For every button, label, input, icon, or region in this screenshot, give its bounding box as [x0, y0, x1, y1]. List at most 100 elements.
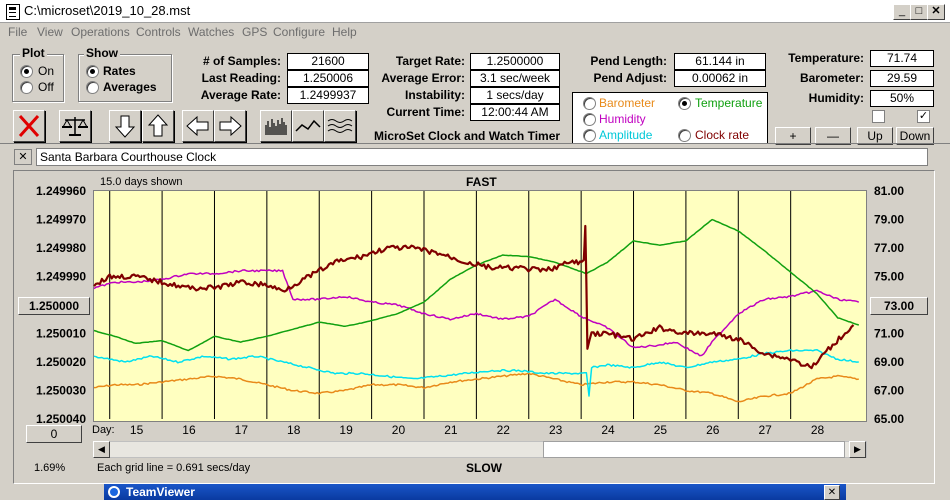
clock-name-field[interactable]: Santa Barbara Courthouse Clock: [36, 148, 928, 166]
arrow-right-button[interactable]: [214, 110, 246, 142]
balance-button[interactable]: [59, 110, 91, 142]
x-tick-label: 28: [811, 423, 825, 437]
x-tick-label: 22: [497, 423, 511, 437]
instability-value: 1 secs/day: [470, 87, 560, 104]
current-time-label: Current Time:: [386, 105, 465, 119]
arrow-left-button[interactable]: [182, 110, 214, 142]
x-tick-label: 20: [392, 423, 406, 437]
scroll-thumb[interactable]: [543, 441, 845, 458]
left-tick-label: 1.250010: [36, 327, 86, 341]
up-button[interactable]: Up: [857, 127, 893, 145]
right-tick-label: 67.00: [874, 384, 904, 398]
avg-rate-label: Average Rate:: [200, 88, 281, 102]
pend-length-value: 61.144 in: [674, 53, 766, 70]
amplitude-radio[interactable]: [583, 129, 596, 142]
right-tick-label: 77.00: [874, 241, 904, 255]
temperature-option-label: Temperature: [695, 96, 763, 110]
line-view-button[interactable]: [292, 110, 324, 142]
menu-configure[interactable]: Configure: [273, 25, 326, 39]
plot-on-radio[interactable]: [20, 65, 33, 78]
wave-view-button[interactable]: [324, 110, 356, 142]
avg-error-value: 3.1 sec/week: [470, 70, 560, 87]
days-shown-label: 15.0 days shown: [100, 176, 183, 188]
menu-gps[interactable]: GPS: [242, 25, 268, 39]
temperature-radio[interactable]: [678, 97, 691, 110]
last-reading-value: 1.250006: [287, 70, 369, 87]
chart-panel: [13, 170, 935, 484]
clock-rate-option-label: Clock rate: [695, 128, 750, 142]
teamviewer-close-button[interactable]: ✕: [824, 485, 840, 500]
teamviewer-window-bar[interactable]: TeamViewer ✕: [104, 484, 846, 500]
menu-operations[interactable]: Operations: [71, 25, 130, 39]
right-tick-label: 79.00: [874, 213, 904, 227]
x-axis-label: Day:: [92, 424, 115, 436]
grid-note: Each grid line = 0.691 secs/day: [97, 462, 251, 474]
menu-file[interactable]: File: [8, 25, 28, 39]
amplitude-option-label: Amplitude: [599, 128, 653, 142]
menu-view[interactable]: View: [37, 25, 63, 39]
window-title: C:\microset\2019_10_28.mst: [24, 3, 191, 18]
right-center-button[interactable]: 73.00: [870, 297, 928, 315]
zero-button[interactable]: 0: [26, 425, 82, 443]
clock-close-button[interactable]: ✕: [14, 149, 32, 165]
right-tick-label: 75.00: [874, 270, 904, 284]
checkbox-left[interactable]: [872, 110, 885, 123]
scroll-right-arrow-icon[interactable]: ▶: [849, 441, 866, 458]
menu-help[interactable]: Help: [332, 25, 357, 39]
app-caption: MicroSet Clock and Watch Timer: [374, 129, 561, 143]
title-bar: C:\microset\2019_10_28.mst _ □ ✕: [0, 0, 950, 23]
show-averages-radio[interactable]: [86, 81, 99, 94]
x-tick-label: 17: [235, 423, 249, 437]
left-tick-label: 1.250020: [36, 355, 86, 369]
humidity-radio[interactable]: [583, 113, 596, 126]
clear-button[interactable]: [13, 110, 45, 142]
left-tick-label: 1.249970: [36, 213, 86, 227]
plot-off-radio[interactable]: [20, 81, 33, 94]
left-tick-label: 1.250030: [36, 384, 86, 398]
line-chart-icon: [295, 119, 321, 132]
checkbox-right[interactable]: ✓: [917, 110, 930, 123]
x-tick-label: 23: [549, 423, 563, 437]
x-tick-label: 15: [130, 423, 144, 437]
scroll-left-arrow-icon[interactable]: ◀: [93, 441, 110, 458]
minus-button[interactable]: —: [815, 127, 851, 145]
humidity-label: Humidity:: [808, 91, 864, 105]
arrow-down-button[interactable]: [109, 110, 141, 142]
close-button[interactable]: ✕: [927, 4, 945, 20]
menu-bar: File View Operations Controls Watches GP…: [0, 23, 950, 41]
barometer-value: 29.59: [870, 70, 934, 87]
clock-rate-radio[interactable]: [678, 129, 691, 142]
instability-label: Instability:: [404, 88, 465, 102]
pend-adjust-value: 0.00062 in: [674, 70, 766, 87]
target-rate-value: 1.2500000: [470, 53, 560, 70]
samples-label: # of Samples:: [202, 54, 281, 68]
x-tick-label: 19: [339, 423, 353, 437]
pend-adjust-label: Pend Adjust:: [593, 71, 667, 85]
bars-view-button[interactable]: [260, 110, 292, 142]
right-tick-label: 65.00: [874, 412, 904, 426]
left-tick-label: 1.249990: [36, 270, 86, 284]
arrow-up-button[interactable]: [142, 110, 174, 142]
plus-button[interactable]: +: [775, 127, 811, 145]
down-button[interactable]: Down: [896, 127, 934, 145]
humidity-option-label: Humidity: [599, 112, 646, 126]
right-tick-label: 71.00: [874, 327, 904, 341]
arrow-down-icon: [114, 115, 136, 138]
menu-watches[interactable]: Watches: [188, 25, 235, 39]
avg-error-label: Average Error:: [381, 71, 465, 85]
barometer-option-label: Barometer: [599, 96, 656, 110]
show-rates-radio[interactable]: [86, 65, 99, 78]
left-tick-label: 1.249980: [36, 241, 86, 255]
pend-length-label: Pend Length:: [590, 54, 667, 68]
arrow-left-icon: [186, 115, 209, 137]
barometer-label: Barometer:: [799, 71, 864, 85]
last-reading-label: Last Reading:: [201, 71, 281, 85]
target-rate-label: Target Rate:: [395, 54, 465, 68]
app-icon[interactable]: [6, 4, 20, 20]
left-center-button[interactable]: 1.250000: [18, 297, 90, 315]
menu-controls[interactable]: Controls: [136, 25, 181, 39]
barometer-radio[interactable]: [583, 97, 596, 110]
teamviewer-icon: [108, 486, 120, 498]
humidity-value: 50%: [870, 90, 934, 107]
